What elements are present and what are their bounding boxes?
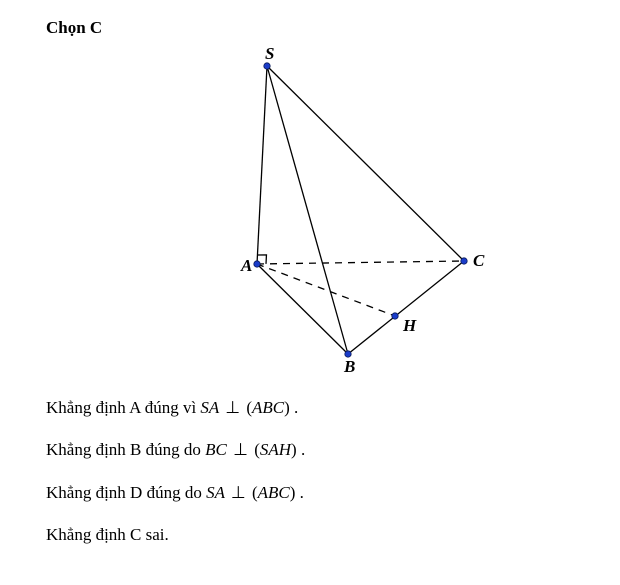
statement-c: Khẳng định C sai. — [46, 525, 620, 545]
svg-text:B: B — [343, 357, 355, 376]
statement-a-rhs: ABC — [252, 398, 284, 417]
statement-b: Khẳng định B đúng do BC ⊥ (SAH) . — [46, 440, 620, 460]
geometry-figure: S A B C H — [168, 48, 498, 378]
svg-text:C: C — [473, 251, 485, 270]
statement-a-prefix: Khẳng định A đúng vì — [46, 398, 200, 417]
svg-text:A: A — [240, 256, 252, 275]
statement-a-math: SA ⊥ (ABC) — [200, 398, 294, 417]
close-paren: ) — [291, 440, 297, 459]
perp-symbol: ⊥ — [229, 483, 248, 502]
close-paren: ) — [290, 483, 296, 502]
statement-b-suffix: . — [301, 440, 305, 459]
statement-a-suffix: . — [294, 398, 298, 417]
statement-d: Khẳng định D đúng do SA ⊥ (ABC) . — [46, 483, 620, 503]
statement-d-lhs: SA — [206, 483, 225, 502]
perp-symbol: ⊥ — [223, 398, 242, 417]
answer-heading: Chọn C — [46, 18, 620, 38]
statements-block: Khẳng định A đúng vì SA ⊥ (ABC) . Khẳng … — [46, 398, 620, 546]
statement-d-suffix: . — [300, 483, 304, 502]
statement-b-math: BC ⊥ (SAH) — [205, 440, 301, 459]
svg-text:S: S — [265, 48, 274, 63]
statement-d-rhs: ABC — [258, 483, 290, 502]
figure-container: S A B C H — [46, 48, 620, 378]
statement-b-lhs: BC — [205, 440, 227, 459]
svg-text:H: H — [402, 316, 417, 335]
statement-b-prefix: Khẳng định B đúng do — [46, 440, 205, 459]
statement-a: Khẳng định A đúng vì SA ⊥ (ABC) . — [46, 398, 620, 418]
statement-d-prefix: Khẳng định D đúng do — [46, 483, 206, 502]
statement-d-math: SA ⊥ (ABC) — [206, 483, 300, 502]
statement-a-lhs: SA — [200, 398, 219, 417]
perp-symbol: ⊥ — [231, 440, 250, 459]
statement-b-rhs: SAH — [260, 440, 291, 459]
statement-c-prefix: Khẳng định C sai. — [46, 525, 169, 544]
page: Chọn C SABCH Khẳng định A đúng vì SA ⊥ (… — [0, 0, 620, 585]
close-paren: ) — [284, 398, 290, 417]
